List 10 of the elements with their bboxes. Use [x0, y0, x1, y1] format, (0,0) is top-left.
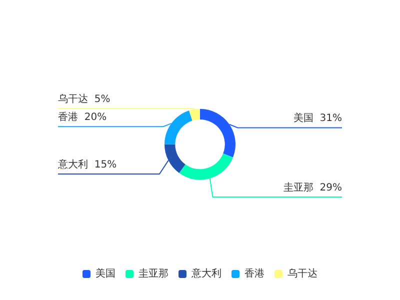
- legend-label: 香港: [244, 268, 264, 280]
- legend-label: 圭亚那: [138, 268, 168, 280]
- category-label: 美国 31%: [293, 113, 342, 124]
- category-label: 圭亚那 29%: [283, 182, 342, 194]
- legend-label: 意大利: [190, 268, 222, 280]
- legend-label: 乌干达: [288, 268, 318, 280]
- legend-label: 美国: [96, 268, 116, 280]
- category-label: 乌干达 5%: [58, 94, 110, 105]
- category-label: 香港 20%: [58, 112, 107, 124]
- category-label: 意大利 15%: [58, 159, 117, 170]
